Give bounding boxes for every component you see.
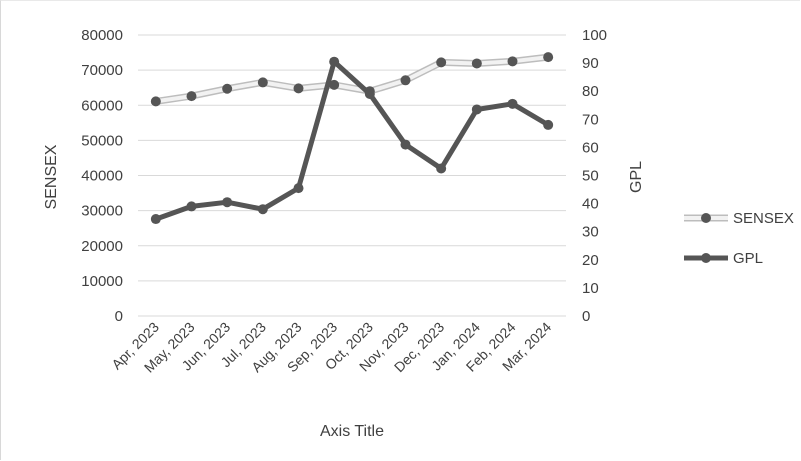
- data-point-gpl: [364, 89, 375, 100]
- series-line-gpl: [154, 59, 550, 222]
- y-tick-label: 40000: [81, 168, 123, 185]
- data-point-gpl: [471, 104, 482, 115]
- data-point-gpl: [186, 201, 197, 212]
- data-point-sensex: [507, 56, 518, 67]
- y2-tick-label: 50: [582, 168, 599, 185]
- data-point-sensex: [436, 57, 447, 68]
- y-tick-label: 20000: [81, 238, 123, 255]
- legend-marker: [701, 213, 711, 223]
- data-point-gpl: [257, 204, 268, 215]
- series-markers: [150, 52, 554, 225]
- left-axis-ticks: 80000 70000 60000 50000 40000 30000 20000 10000…: [81, 27, 123, 325]
- data-point-sensex: [400, 75, 411, 86]
- data-point-gpl: [222, 197, 233, 208]
- y-tick-label: 80000: [81, 27, 123, 44]
- y2-tick-label: 30: [582, 224, 599, 241]
- data-point-sensex: [186, 91, 197, 102]
- y2-tick-label: 60: [582, 139, 599, 156]
- y2-tick-label: 80: [582, 83, 599, 100]
- legend-label: SENSEX: [733, 210, 794, 227]
- data-point-gpl: [436, 163, 447, 174]
- data-point-gpl: [329, 56, 340, 67]
- y-tick-label: 30000: [81, 203, 123, 220]
- y-tick-label: 50000: [81, 132, 123, 149]
- y2-tick-label: 40: [582, 196, 599, 213]
- y-tick-label: 0: [115, 308, 123, 325]
- y-tick-label: 10000: [81, 273, 123, 290]
- series-lines: [154, 53, 550, 222]
- y-axis-title: SENSEX: [43, 144, 60, 209]
- data-point-gpl: [150, 214, 161, 225]
- legend: SENSEX GPL: [684, 210, 794, 267]
- data-point-gpl: [507, 98, 518, 109]
- y2-tick-label: 0: [582, 308, 590, 325]
- legend-label: GPL: [733, 250, 763, 267]
- gridlines: [138, 34, 566, 317]
- y2-axis-title: GPL: [628, 161, 645, 193]
- data-point-sensex: [293, 83, 304, 94]
- data-point-gpl: [293, 183, 304, 194]
- data-point-gpl: [543, 119, 554, 130]
- data-point-sensex: [222, 83, 233, 94]
- y-tick-label: 70000: [81, 62, 123, 79]
- y2-tick-label: 100: [582, 27, 607, 44]
- y2-tick-label: 20: [582, 252, 599, 269]
- y-tick-label: 60000: [81, 97, 123, 114]
- y2-tick-label: 70: [582, 111, 599, 128]
- series-line-sensex: [155, 55, 549, 104]
- data-point-sensex: [543, 52, 554, 63]
- data-point-sensex: [329, 79, 340, 90]
- x-axis-title: Axis Title: [320, 423, 384, 440]
- y2-tick-label: 90: [582, 55, 599, 72]
- data-point-sensex: [471, 58, 482, 69]
- data-point-sensex: [150, 96, 161, 107]
- data-point-gpl: [400, 139, 411, 150]
- legend-marker: [701, 253, 711, 263]
- data-point-sensex: [257, 77, 268, 88]
- y2-tick-label: 10: [582, 280, 599, 297]
